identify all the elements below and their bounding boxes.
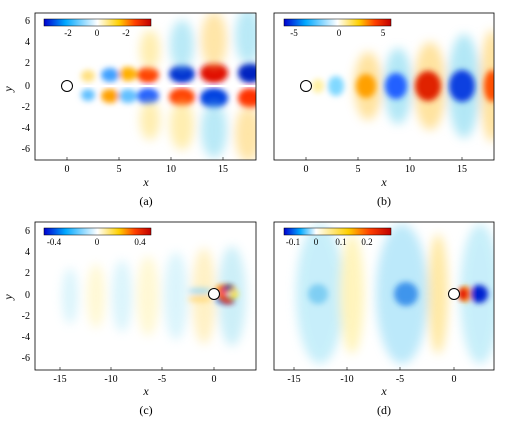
colorbar-tick: -5	[290, 28, 298, 38]
colorbar-tick: 5	[381, 28, 386, 38]
x-tick-label: 0	[452, 374, 457, 385]
panel-a: -2 0 -2 0 5 10 15 x 6 4 2 0 -2 -4 -6 y (…	[1, 12, 257, 208]
panel-caption: (c)	[139, 403, 152, 417]
colorbar-tick: 0.4	[134, 237, 146, 247]
x-axis-b: 0 5 10 15 x	[304, 157, 467, 189]
colorbar-d: -0.1 0 0.1 0.2	[283, 227, 392, 247]
cylinder-marker	[61, 80, 73, 92]
x-tick-label: -15	[287, 374, 300, 385]
panel-c-field	[62, 246, 246, 346]
colorbar-tick: -2	[122, 28, 130, 38]
x-tick-label: 0	[304, 164, 309, 175]
x-axis-label: x	[380, 175, 387, 189]
x-tick-label: 10	[166, 164, 176, 175]
axes-frame	[273, 12, 495, 161]
y-tick-label: 2	[25, 58, 30, 69]
panel-d: -0.1 0 0.1 0.2 -15 -10 -5 0 x (d)	[273, 221, 495, 417]
colorbar-c: -0.4 0 0.4	[43, 227, 152, 247]
colorbar-tick: 0.1	[335, 237, 346, 247]
panel-caption: (b)	[377, 194, 391, 208]
y-tick-label: 6	[25, 226, 30, 237]
x-axis-label: x	[142, 384, 149, 398]
panel-b-field	[312, 30, 494, 142]
x-axis-label: x	[142, 175, 149, 189]
x-axis-c: -15 -10 -5 0 x	[53, 367, 217, 398]
y-tick-label: 4	[25, 37, 30, 48]
y-tick-label: 0	[25, 81, 30, 92]
y-tick-label: -6	[22, 144, 30, 155]
cylinder-marker	[208, 288, 220, 300]
x-tick-label: 15	[457, 164, 467, 175]
cylinder-marker	[300, 80, 312, 92]
colorbar-tick: -0.4	[47, 237, 62, 247]
y-tick-label: 2	[25, 268, 30, 279]
x-tick-label: -5	[396, 374, 404, 385]
colorbar-tick: 0	[314, 237, 319, 247]
x-tick-label: -10	[104, 374, 117, 385]
panel-a-field	[75, 13, 256, 160]
x-tick-label: 0	[212, 374, 217, 385]
colorbar-tick: 0	[95, 237, 100, 247]
cylinder-marker	[448, 288, 460, 300]
colorbar-tick: -0.1	[286, 237, 300, 247]
colorbar-tick: 0	[337, 28, 342, 38]
y-tick-label: 0	[25, 290, 30, 301]
axes-frame	[273, 221, 495, 371]
x-tick-label: 10	[405, 164, 415, 175]
colorbar-tick: -2	[64, 28, 72, 38]
x-tick-label: -10	[340, 374, 353, 385]
panel-b: -5 0 5 0 5 10 15 x (b)	[273, 12, 495, 208]
x-tick-label: -15	[53, 374, 66, 385]
y-axis-label: y	[1, 86, 15, 93]
x-tick-label: 0	[65, 164, 70, 175]
y-tick-label: -2	[22, 102, 30, 113]
y-axis-c: 6 4 2 0 -2 -4 -6 y	[1, 226, 30, 364]
x-tick-label: 5	[356, 164, 361, 175]
x-axis-label: x	[380, 384, 387, 398]
y-axis-a: 6 4 2 0 -2 -4 -6 y	[1, 16, 30, 155]
y-axis-label: y	[1, 294, 15, 301]
x-tick-label: 5	[117, 164, 122, 175]
panel-caption: (a)	[139, 194, 152, 208]
y-tick-label: 6	[25, 16, 30, 27]
axes-frame	[34, 12, 257, 161]
colorbar-tick: 0.2	[361, 237, 372, 247]
x-axis-a: 0 5 10 15 x	[65, 157, 228, 189]
colorbar-b: -5 0 5	[283, 18, 392, 38]
x-tick-label: 15	[218, 164, 228, 175]
y-tick-label: -2	[22, 311, 30, 322]
panel-d-field	[296, 224, 494, 364]
x-axis-d: -15 -10 -5 0 x	[287, 367, 457, 398]
y-tick-label: -4	[22, 123, 30, 134]
colorbar-tick: 0	[95, 28, 100, 38]
panel-c: -0.4 0 0.4 -15 -10 -5 0 x 6 4 2 0 -2 -4 …	[1, 221, 257, 417]
x-tick-label: -5	[158, 374, 166, 385]
colorbar-a: -2 0 -2	[43, 18, 152, 38]
y-tick-label: -6	[22, 353, 30, 364]
y-tick-label: -4	[22, 332, 30, 343]
y-tick-label: 4	[25, 247, 30, 258]
panel-caption: (d)	[377, 403, 391, 417]
axes-frame	[34, 221, 257, 371]
